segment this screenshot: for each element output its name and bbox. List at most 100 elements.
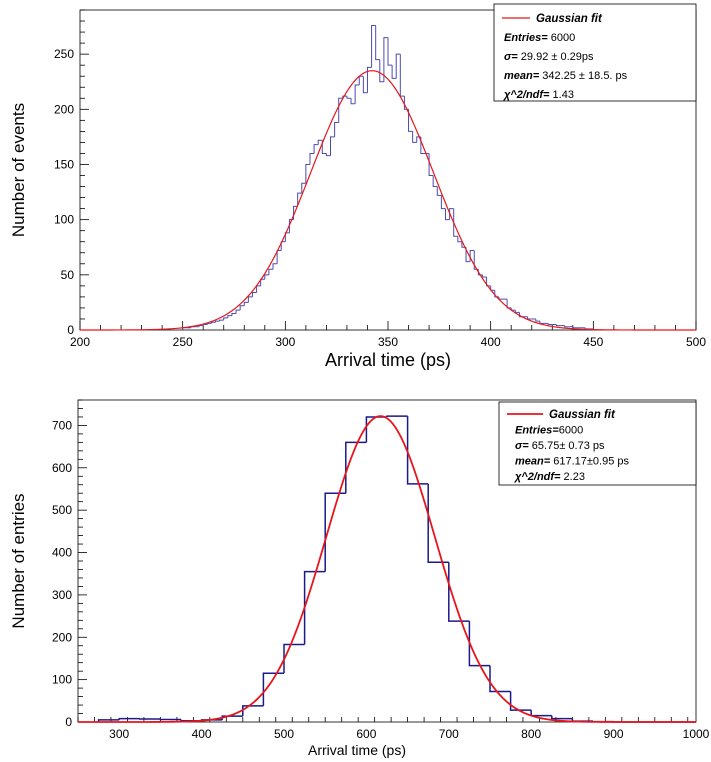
histogram-bin [486,277,491,287]
legend-stat-row: mean= 617.17±0.95 ps [515,456,629,468]
histogram-bin [280,241,286,251]
histogram-bin [227,315,232,318]
legend-stat-value: 617.17±0.95 ps [550,456,629,468]
histogram-bin [362,76,368,94]
histogram-bin [572,326,577,329]
histogram-bin [551,715,573,720]
histogram-bin [251,291,257,297]
histogram-bin [498,296,503,300]
gaussian-fit-curve [78,415,696,723]
histogram-bin [386,415,408,417]
legend-stat-row: mean= 342.25 ± 18.5. ps [504,70,628,82]
histogram-bin [223,317,228,321]
chart-1: 200 250 300 350 400 450 500 0 50 100 150 200 250 Arri… [9,3,706,370]
histogram-bin [219,319,224,322]
y-tick-label: 200 [52,630,72,644]
y-axis-title: Number of entries [9,493,28,628]
x-axis-title: Arrival time (ps) [308,742,406,758]
x-tick-label: 200 [70,335,90,349]
y-tick-label: 700 [52,418,72,432]
legend-stat-key: χ^2/ndf= [514,471,561,483]
histogram-bin [530,710,552,717]
y-tick-label: 0 [65,715,72,729]
histogram-bin [514,310,520,313]
histogram-bin [453,208,458,237]
histogram-bin [412,131,417,143]
histogram-bin [118,717,140,720]
y-tick-label: 0 [67,323,74,337]
x-tick-label: 450 [583,335,603,349]
histogram-bin [383,37,388,82]
y-tick-label: 200 [54,102,74,116]
histogram-bin [366,66,372,93]
legend: Gaussian fit Entries= 6000 σ= 29.92 ± 0.29… [493,3,697,102]
gaussian-fit-curve [80,70,696,331]
x-tick-label: 500 [274,727,294,741]
chart-2: 300 400 500 600 700 800 900 1000 0 100 200 300 400 50… [9,399,710,758]
histogram-bin [358,75,364,86]
legend-stat-key: σ= [515,440,529,452]
y-tick-label: 100 [52,673,72,687]
legend-stat-key: mean= [504,70,540,82]
histogram-bin [457,236,462,243]
histogram-bin [268,268,274,275]
y-axis-title: Number of events [9,103,28,237]
histogram-bin [365,416,387,443]
histogram-bin [235,309,241,314]
histogram-bin [469,250,475,262]
histogram-bin [206,322,212,325]
legend-stat-value: 2.23 [560,471,584,483]
histogram-bin [395,53,401,79]
histogram-bin [391,65,397,79]
x-tick-label: 400 [192,727,212,741]
histogram-bin [325,153,331,157]
legend-stat-row: σ= 29.92 ± 0.29ps [504,51,594,63]
histogram-bin [260,278,265,286]
legend-stat-row: Entries= 6000 [504,32,575,44]
legend-stat-row: χ^2/ndf= 2.23 [514,471,585,483]
legend-stat-value: 342.25 ± 18.5. ps [539,70,627,82]
legend-stat-value: 29.92 ± 0.29ps [518,51,594,63]
x-tick-label: 800 [521,727,541,741]
histogram-bin [527,316,532,320]
histogram-bin [247,296,253,303]
legend-stat-value: 6000 [559,425,583,437]
legend-stat-value: 1.43 [549,89,573,101]
y-tick-label: 100 [54,213,74,227]
histogram-bin [283,643,305,674]
histogram-bin [539,321,545,324]
legend-fit-label: Gaussian fit [536,13,603,25]
histogram-bin [379,59,384,83]
x-tick-label: 700 [439,727,459,741]
histogram-bin [564,325,569,328]
legend-stat-value: 6000 [548,32,576,44]
histogram-bin [242,705,264,717]
histogram-bin [489,665,511,693]
legend-stat-row: σ= 65.75± 0.73 ps [515,440,605,452]
histogram-bin [202,323,208,326]
histogram-bin [309,152,315,165]
histogram-bin [256,285,261,293]
y-tick-label: 400 [52,546,72,560]
x-tick-label: 400 [481,335,501,349]
histogram-bin [264,274,269,280]
y-tick-label: 150 [54,157,74,171]
legend-stat-value: 65.75± 0.73 ps [529,440,605,452]
histogram-bin [584,327,590,330]
x-tick-label: 500 [686,335,706,349]
histogram-bin [239,305,245,311]
histogram-bin [399,54,405,97]
legend-stat-key: χ^2/ndf= [503,89,550,101]
histogram-bin [276,250,282,264]
x-tick-label: 600 [356,727,376,741]
legend: Gaussian fit Entries=6000 σ= 65.75± 0.73 p… [498,401,697,486]
y-tick-label: 500 [52,503,72,517]
histogram-bin [468,621,490,667]
x-tick-label: 350 [378,335,398,349]
histogram-bin [436,186,442,196]
y-tick-label: 600 [52,461,72,475]
histogram-bin [371,24,376,68]
legend-box [493,3,697,102]
histogram-bin [215,320,220,323]
